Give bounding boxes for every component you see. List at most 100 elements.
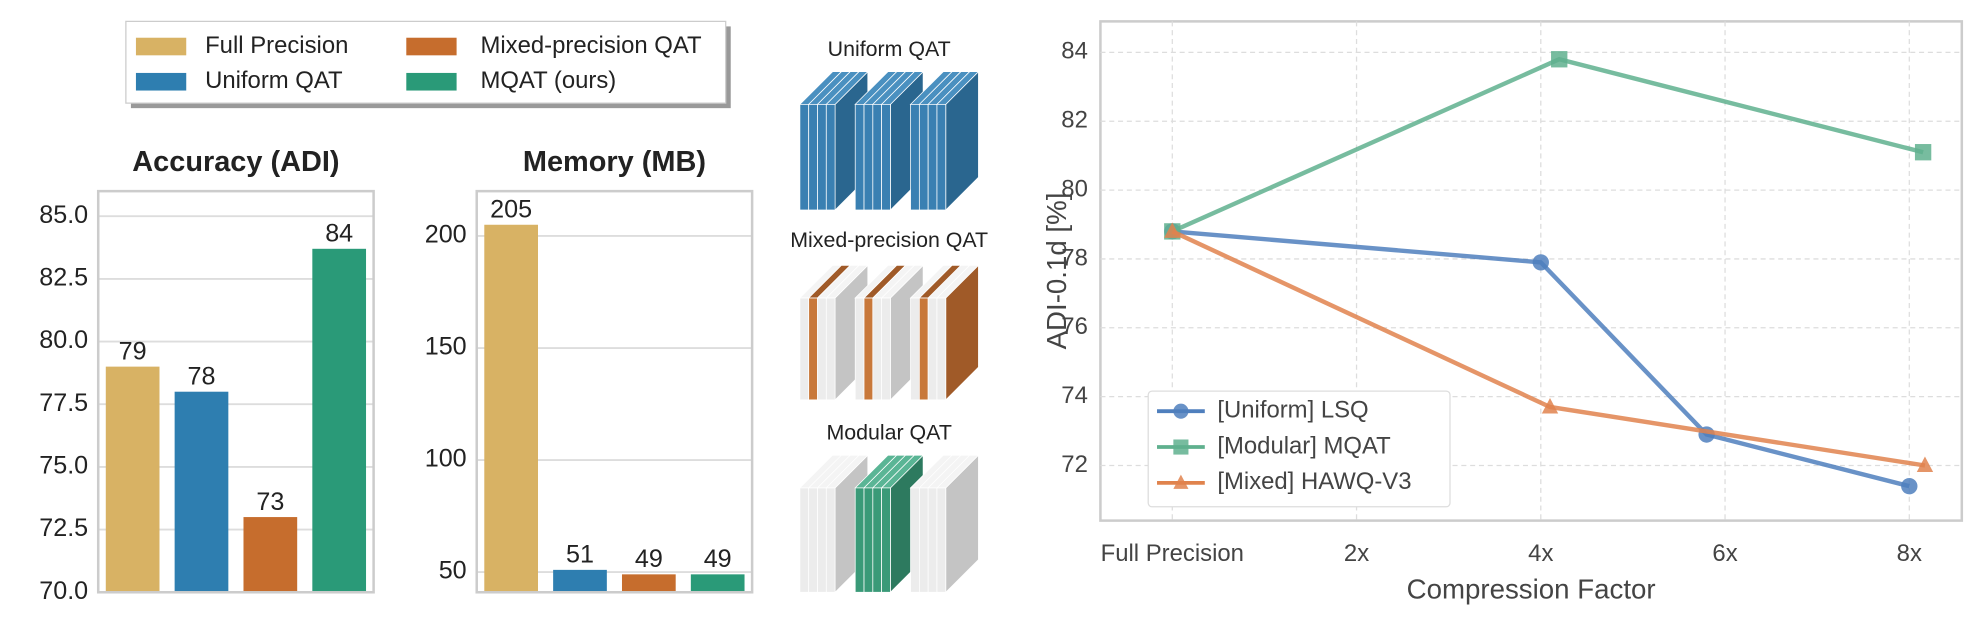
plot-frame [96,189,375,594]
bar [243,517,298,593]
marker [1164,222,1181,238]
y-tick-label: 72.5 [39,514,88,542]
block-slice [854,103,865,211]
block-slice [808,297,818,401]
block-slice [854,487,865,593]
legend-label: Full Precision [205,32,348,59]
block-slice [799,297,810,401]
y-tick-label: 76 [1061,313,1088,340]
block-slice [825,297,836,401]
y-tick-label: 82.5 [39,264,88,292]
legend-label: Uniform QAT [205,67,343,94]
bar [621,574,676,593]
y-tick-label: 80 [1061,175,1088,202]
y-tick-label: 82 [1061,107,1088,134]
marker [1551,51,1568,68]
marker [1914,144,1932,161]
x-tick-label: 8x [1897,540,1922,567]
diagram-label: Uniform QAT [828,37,951,61]
block-slice [825,487,836,593]
block-slice [918,103,929,211]
legend-swatch [135,72,187,91]
block-slice [936,297,947,401]
legend-swatch [135,37,187,56]
chart-title: Accuracy (ADI) [132,146,339,178]
legend-box [1147,390,1451,508]
block-slice [927,487,938,593]
bar [312,248,367,593]
legend-marker [1173,474,1189,489]
block-slice [817,103,827,211]
block-slice [936,103,947,211]
diagram-label: Mixed-precision QAT [790,228,988,252]
x-axis-label: Compression Factor [1407,573,1656,604]
y-tick-label: 75.0 [39,452,88,480]
bar [690,574,745,593]
legend-label: [Uniform] LSQ [1217,397,1368,424]
chart-title: Memory (MB) [523,146,706,178]
x-tick-label: 6x [1712,540,1737,567]
y-tick-label: 80.0 [39,326,88,354]
bar [553,569,607,593]
value-label: 49 [635,545,663,573]
x-tick-label: Full Precision [1101,540,1244,567]
y-tick-label: 85.0 [39,201,88,229]
block-slice [881,103,891,211]
block-slice [863,103,874,211]
x-tick-label: 2x [1344,540,1369,567]
bar [484,224,538,593]
block-slice [910,297,920,401]
y-tick-label: 74 [1061,382,1088,409]
value-label: 73 [256,488,284,516]
bar [174,391,229,593]
block-slice [825,103,836,211]
marker [1901,477,1918,495]
legend-swatch [406,37,457,56]
y-tick-label: 200 [425,221,467,249]
marker [1532,254,1549,271]
y-tick-label: 100 [425,445,467,473]
legend-label: [Mixed] HAWQ-V3 [1217,468,1411,495]
block-slice [936,487,947,593]
block-slice [872,487,883,593]
y-tick-label: 72 [1061,451,1088,478]
block-slice [910,487,920,593]
block-slice [799,487,810,593]
x-tick-label: 4x [1528,540,1553,567]
y-tick-label: 84 [1061,38,1088,65]
marker [1916,456,1934,473]
diagram-label: Modular QAT [826,420,951,444]
block-slice [808,103,818,211]
block-slice [817,297,827,401]
block-slice [881,487,891,593]
plot-frame [475,189,754,594]
value-label: 79 [119,337,147,365]
legend-swatch [406,72,457,91]
block-slice [927,103,938,211]
legend-marker [1173,439,1189,455]
y-tick-label: 150 [425,333,467,361]
block-slice [863,487,874,593]
y-tick-label: 77.5 [39,389,88,417]
y-tick-label: 78 [1061,244,1088,271]
legend-label: MQAT (ours) [480,67,616,94]
block-slice [910,103,920,211]
y-tick-label: 70.0 [39,577,88,605]
y-axis-label: ADI-0.1d [%] [1041,193,1072,350]
legend-label: [Modular] MQAT [1217,432,1391,459]
block-slice [854,297,865,401]
value-label: 49 [704,545,732,573]
bar [105,366,160,593]
block-slice [808,487,818,593]
block-slice [881,297,891,401]
legend-label: Mixed-precision QAT [480,32,702,59]
block-slice [817,487,827,593]
value-label: 78 [188,363,216,391]
block-slice [927,297,938,401]
block-slice [918,487,929,593]
block-slice [872,297,883,401]
line [1172,229,1910,489]
block-slice [799,103,810,211]
